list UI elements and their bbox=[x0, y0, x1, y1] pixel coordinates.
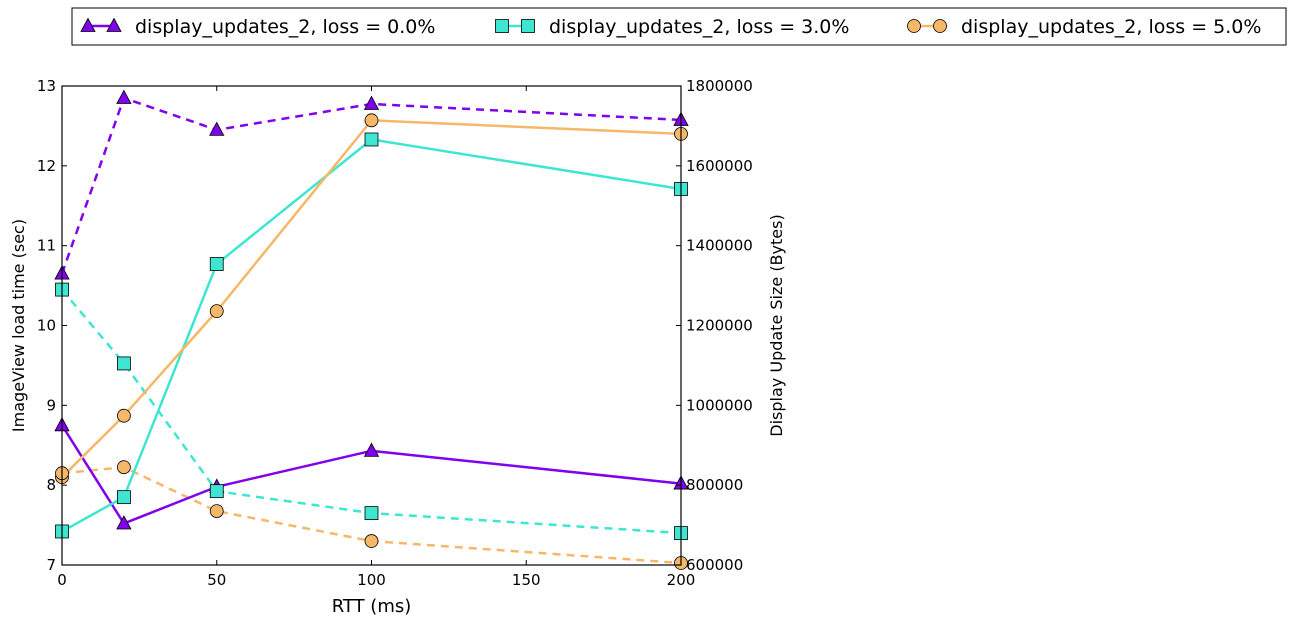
update-size-point bbox=[209, 504, 224, 519]
y-axis-right-label: Display Update Size (Bytes) bbox=[767, 214, 786, 436]
y-left-tick-label: 9 bbox=[46, 396, 56, 414]
update-size-line-2 bbox=[61, 465, 682, 565]
y-axis-right: 600000 800000 1000000 1200000 1400000 1600000… bbox=[676, 77, 753, 574]
legend: display_updates_2, loss = 0.0% display_up… bbox=[80, 16, 1261, 38]
update-size-line-1 bbox=[61, 288, 682, 535]
x-tick-label: 100 bbox=[357, 571, 386, 589]
load-time-point bbox=[117, 408, 131, 423]
y-left-tick-label: 7 bbox=[46, 556, 56, 574]
legend-label: display_updates_2, loss = 3.0% bbox=[549, 16, 849, 38]
y-left-tick-label: 12 bbox=[37, 157, 56, 175]
y-axis-left: 7 8 9 10 11 12 13 bbox=[37, 77, 67, 574]
legend-marker bbox=[80, 17, 96, 32]
y-left-tick-label: 8 bbox=[46, 476, 56, 494]
legend-label: display_updates_2, loss = 0.0% bbox=[135, 16, 435, 38]
legend-label: display_updates_2, loss = 5.0% bbox=[961, 16, 1261, 38]
plot-frame bbox=[61, 85, 682, 566]
x-axis: 0 50 100 150 200 bbox=[57, 86, 695, 589]
update-size-point bbox=[209, 121, 225, 136]
x-axis-label: RTT (ms) bbox=[332, 596, 412, 617]
load-time-point bbox=[117, 490, 131, 505]
y-right-tick-label: 800000 bbox=[686, 476, 743, 494]
load-time-point bbox=[209, 304, 224, 319]
legend-frame bbox=[71, 7, 1287, 46]
y-right-tick-label: 1000000 bbox=[686, 396, 753, 414]
load-time-point bbox=[363, 442, 380, 457]
legend-marker bbox=[106, 17, 122, 32]
y-right-tick-label: 1400000 bbox=[686, 237, 753, 255]
y-right-tick-label: 600000 bbox=[686, 556, 743, 574]
legend-marker bbox=[933, 19, 947, 33]
load-time-point bbox=[364, 132, 379, 147]
legend-marker bbox=[907, 19, 921, 33]
load-time-point bbox=[116, 515, 132, 530]
update-size-point bbox=[117, 460, 131, 475]
y-left-tick-label: 13 bbox=[37, 77, 56, 95]
y-axis-left-label: ImageView load time (sec) bbox=[9, 219, 28, 432]
update-size-point bbox=[117, 356, 131, 371]
x-tick-label: 50 bbox=[207, 571, 226, 589]
legend-marker bbox=[521, 19, 535, 33]
load-time-point bbox=[364, 113, 379, 128]
y-left-tick-label: 11 bbox=[37, 237, 56, 255]
y-right-tick-label: 1200000 bbox=[686, 317, 753, 335]
load-time-point bbox=[209, 257, 224, 271]
y-right-tick-label: 1600000 bbox=[686, 157, 753, 175]
load-time-lines bbox=[60, 119, 682, 533]
y-left-tick-label: 10 bbox=[37, 317, 56, 335]
update-size-point bbox=[364, 534, 379, 548]
update-size-point bbox=[209, 484, 224, 499]
x-tick-label: 200 bbox=[667, 571, 696, 589]
update-size-lines bbox=[60, 96, 682, 565]
legend-marker bbox=[495, 19, 509, 33]
data-markers bbox=[54, 89, 689, 570]
update-size-point bbox=[363, 95, 380, 110]
x-tick-label: 0 bbox=[57, 571, 67, 589]
y-right-tick-label: 1800000 bbox=[686, 77, 753, 95]
update-size-point bbox=[116, 89, 132, 104]
x-tick-label: 150 bbox=[512, 571, 541, 589]
update-size-point bbox=[364, 506, 379, 521]
